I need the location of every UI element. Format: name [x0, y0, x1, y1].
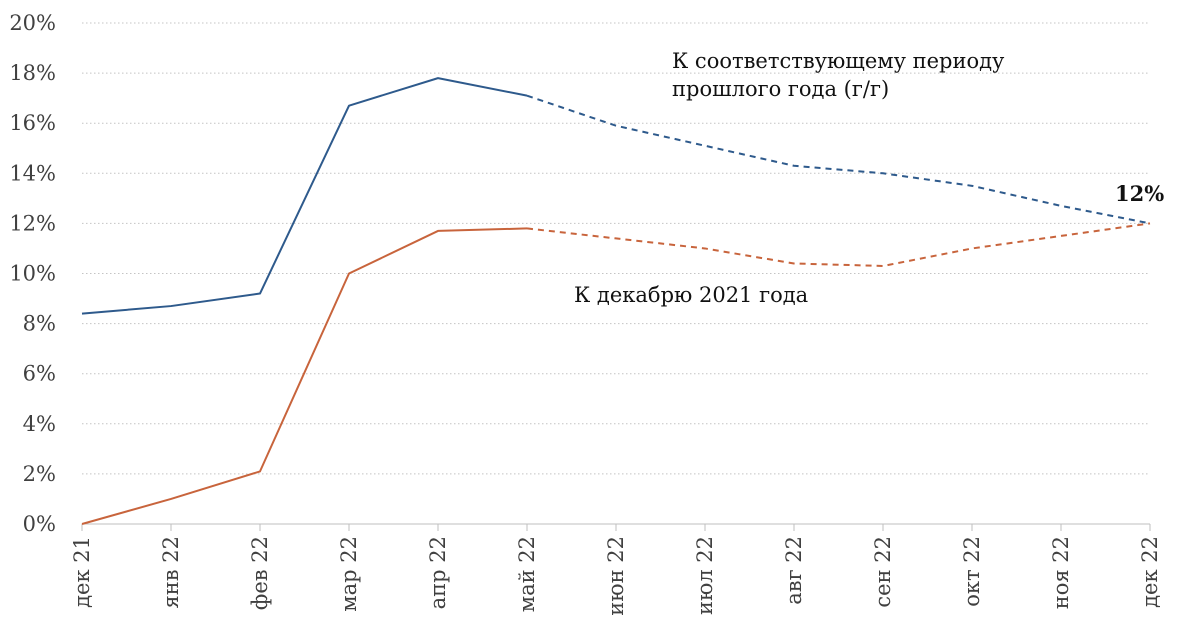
x-axis-tickmarks [81, 524, 1151, 531]
series-line-ytd-actual [81, 227, 528, 525]
x-tick-label: янв 22 [159, 536, 183, 608]
x-tick-label: фев 22 [248, 536, 272, 610]
series-label-yoy: К соответствующему периоду [672, 49, 1005, 73]
y-tick-label: 18% [9, 61, 56, 85]
y-tick-label: 14% [9, 161, 56, 185]
x-tick-label: дек 21 [70, 536, 94, 608]
series-line-ytd-forecast [526, 222, 1151, 267]
x-tick-label: авг 22 [782, 536, 806, 605]
series-annotations: К соответствующему периоду прошлого года … [574, 49, 1164, 307]
x-tick-label: сен 22 [871, 536, 895, 608]
y-tick-label: 4% [23, 412, 56, 436]
x-axis-ticks: дек 21 янв 22 фев 22 мар 22 апр 22 май 22 июн … [70, 536, 1162, 616]
x-tick-label: май 22 [515, 536, 539, 612]
x-tick-label: июл 22 [693, 536, 717, 615]
series-line-yoy-actual [81, 77, 528, 315]
end-value-label: 12% [1115, 181, 1164, 206]
x-tick-label: апр 22 [426, 536, 450, 609]
x-tick-label: июн 22 [604, 536, 628, 616]
x-tick-label: окт 22 [960, 536, 984, 607]
y-tick-label: 20% [9, 11, 56, 35]
y-tick-label: 2% [23, 462, 56, 486]
y-axis-ticks: 0% 2% 4% 6% 8% 10% 12% 14% 16% 18% 20% [9, 11, 56, 536]
x-tick-label: ноя 22 [1049, 536, 1073, 609]
gridlines [82, 22, 1150, 475]
series-line-yoy-forecast [526, 94, 1151, 225]
y-tick-label: 8% [23, 312, 56, 336]
x-tick-label: дек 22 [1138, 536, 1162, 608]
y-tick-label: 16% [9, 111, 56, 135]
series-label-ytd: К декабрю 2021 года [574, 283, 808, 307]
series-label-yoy: прошлого года (г/г) [672, 77, 889, 101]
y-tick-label: 10% [9, 262, 56, 286]
x-tick-label: мар 22 [337, 536, 361, 612]
series-lines [81, 77, 1151, 525]
y-tick-label: 6% [23, 362, 56, 386]
y-tick-label: 12% [9, 211, 56, 235]
y-tick-label: 0% [23, 512, 56, 536]
